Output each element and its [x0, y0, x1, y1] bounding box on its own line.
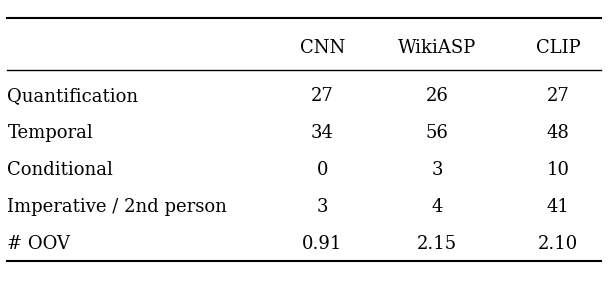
Text: 41: 41 — [547, 198, 570, 216]
Text: Imperative / 2nd person: Imperative / 2nd person — [7, 198, 227, 216]
Text: 4: 4 — [432, 198, 443, 216]
Text: 27: 27 — [547, 88, 570, 106]
Text: 3: 3 — [316, 198, 328, 216]
Text: Quantification: Quantification — [7, 88, 139, 106]
Text: 26: 26 — [426, 88, 449, 106]
Text: 48: 48 — [547, 124, 570, 142]
Text: WikiASP: WikiASP — [398, 39, 476, 57]
Text: 34: 34 — [311, 124, 334, 142]
Text: 56: 56 — [426, 124, 449, 142]
Text: 10: 10 — [547, 161, 570, 179]
Text: CLIP: CLIP — [536, 39, 581, 57]
Text: Conditional: Conditional — [7, 161, 113, 179]
Text: 0: 0 — [316, 161, 328, 179]
Text: # OOV: # OOV — [7, 235, 71, 253]
Text: 3: 3 — [432, 161, 443, 179]
Text: 27: 27 — [311, 88, 334, 106]
Text: 2.15: 2.15 — [417, 235, 457, 253]
Text: Temporal: Temporal — [7, 124, 93, 142]
Text: CNN: CNN — [300, 39, 345, 57]
Text: 2.10: 2.10 — [538, 235, 578, 253]
Text: 0.91: 0.91 — [302, 235, 342, 253]
